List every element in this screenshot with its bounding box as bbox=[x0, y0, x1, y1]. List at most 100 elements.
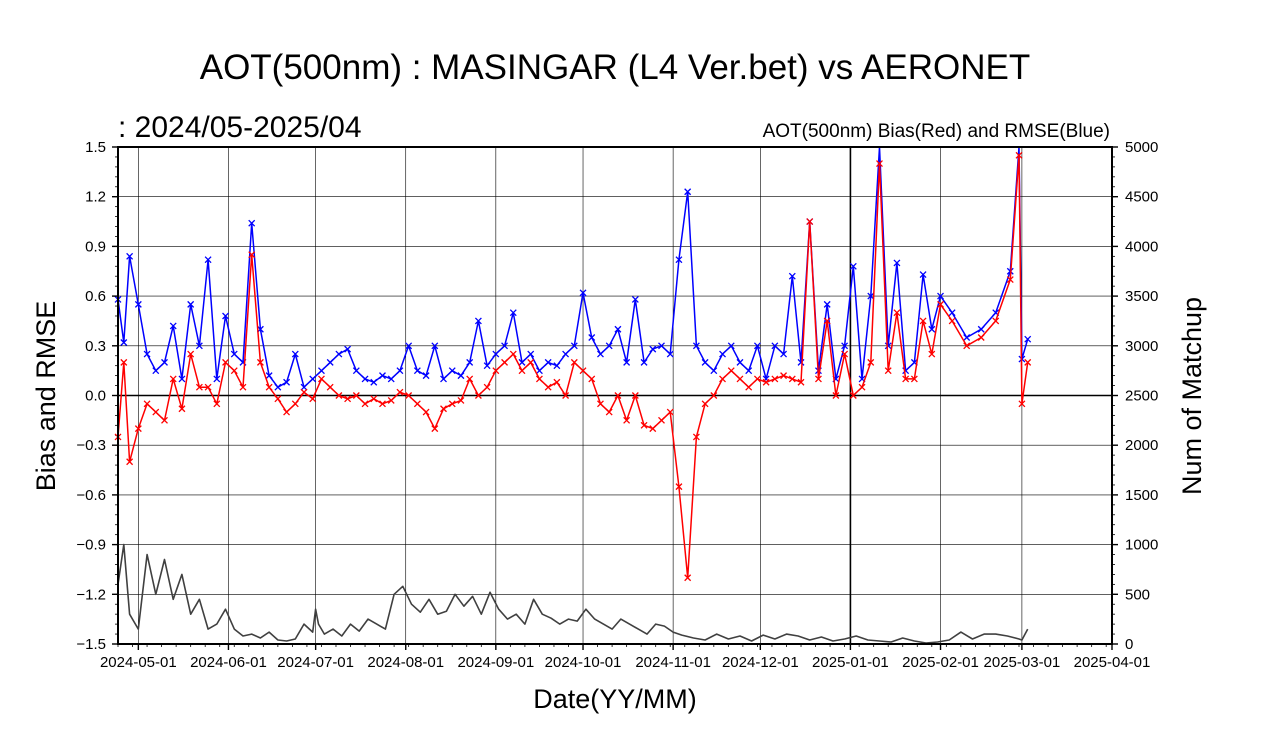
rmse-point bbox=[614, 325, 622, 333]
rmse-point bbox=[710, 367, 718, 375]
bias-point bbox=[483, 383, 491, 391]
bias-point bbox=[806, 218, 814, 226]
bias-point bbox=[762, 378, 770, 386]
rmse-point bbox=[675, 256, 683, 264]
rmse-point bbox=[187, 300, 195, 308]
rmse-point bbox=[126, 252, 134, 260]
bias-point bbox=[352, 392, 360, 399]
rmse-point bbox=[948, 309, 956, 317]
bias-point bbox=[544, 383, 552, 391]
rmse-point bbox=[780, 350, 788, 358]
rmse-point bbox=[605, 342, 613, 350]
rmse-point bbox=[649, 345, 657, 353]
bias-point bbox=[143, 400, 151, 408]
rmse-point bbox=[937, 292, 944, 300]
rmse-point bbox=[928, 325, 936, 333]
y2-tick-label: 5000 bbox=[1125, 139, 1158, 156]
bias-point bbox=[753, 375, 761, 383]
bias-point bbox=[1018, 400, 1026, 408]
bias-point bbox=[579, 367, 587, 375]
x-tick-label: 2024-09-01 bbox=[457, 654, 534, 671]
bias-point bbox=[780, 372, 788, 380]
y-tick-label: 0.9 bbox=[85, 238, 106, 255]
bias-point bbox=[265, 383, 273, 391]
bias-line bbox=[117, 154, 1029, 579]
rmse-point bbox=[161, 358, 168, 366]
y-tick-label: −1.2 bbox=[76, 586, 106, 603]
y2-tick-label: 500 bbox=[1125, 586, 1150, 603]
x-tick-label: 2024-05-01 bbox=[100, 654, 177, 671]
rmse-point bbox=[291, 350, 299, 358]
bias-point bbox=[675, 483, 683, 491]
y-axis-label: Bias and RMSE bbox=[31, 301, 61, 492]
y2-tick-label: 4500 bbox=[1125, 189, 1158, 206]
rmse-point bbox=[588, 334, 596, 341]
rmse-point bbox=[570, 342, 578, 350]
rmse-point bbox=[169, 322, 177, 330]
bias-point bbox=[858, 383, 866, 391]
rmse-point bbox=[666, 350, 674, 358]
rmse-point bbox=[692, 342, 700, 350]
bias-point bbox=[902, 375, 910, 383]
rmse-point bbox=[204, 256, 212, 264]
bias-point bbox=[187, 350, 195, 358]
rmse-point bbox=[553, 362, 561, 370]
bias-point bbox=[152, 408, 160, 416]
bias-point bbox=[814, 375, 822, 383]
bias-point bbox=[832, 392, 840, 399]
rmse-point bbox=[405, 342, 413, 350]
rmse-point bbox=[483, 362, 491, 370]
rmse-point bbox=[527, 350, 535, 358]
rmse-point bbox=[422, 372, 430, 380]
bias-point bbox=[248, 251, 256, 259]
bias-point bbox=[126, 458, 134, 466]
bias-point bbox=[213, 400, 221, 408]
x-tick-label: 2025-01-01 bbox=[812, 654, 889, 671]
rmse-point bbox=[684, 188, 692, 196]
bias-point bbox=[283, 408, 291, 416]
bias-point bbox=[535, 375, 543, 383]
x-tick-label: 2025-02-01 bbox=[902, 654, 979, 671]
bias-point bbox=[841, 350, 849, 358]
bias-point bbox=[977, 334, 985, 341]
bias-point bbox=[230, 367, 238, 375]
rmse-point bbox=[977, 325, 985, 333]
y-tick-label: 1.5 bbox=[85, 139, 106, 156]
y-axis-ticks: 1.5 1.2 0.9 0.6 0.3 0.0 −0.3 −0.6 −0.9 −1.2 −1.5 bbox=[76, 139, 118, 653]
rmse-point bbox=[736, 358, 744, 366]
bias-series bbox=[114, 151, 1032, 582]
bias-point bbox=[431, 425, 439, 433]
bias-point bbox=[448, 400, 456, 408]
rmse-point bbox=[370, 378, 378, 386]
bias-point bbox=[876, 160, 883, 168]
bias-point bbox=[588, 375, 596, 383]
rmse-point bbox=[344, 345, 352, 353]
rmse-point bbox=[387, 375, 395, 383]
bias-point bbox=[161, 416, 168, 424]
y2-tick-label: 3500 bbox=[1125, 288, 1158, 305]
rmse-point bbox=[841, 342, 849, 350]
bias-point bbox=[692, 433, 700, 441]
bias-point bbox=[701, 400, 709, 408]
y-tick-label: −1.5 bbox=[76, 636, 106, 653]
rmse-point bbox=[867, 292, 875, 300]
bias-point bbox=[492, 367, 500, 375]
bias-point bbox=[928, 350, 936, 358]
bias-point bbox=[884, 367, 892, 375]
rmse-point bbox=[317, 367, 325, 375]
rmse-point bbox=[623, 358, 631, 366]
bias-point bbox=[527, 358, 535, 366]
y2-axis-label: Num of Matchup bbox=[1177, 297, 1207, 495]
bias-point bbox=[509, 350, 517, 358]
chart-title: AOT(500nm) : MASINGAR (L4 Ver.bet) vs AE… bbox=[200, 48, 1031, 87]
y2-tick-label: 3000 bbox=[1125, 338, 1158, 355]
matchup-series bbox=[117, 543, 1029, 644]
bias-point bbox=[466, 375, 474, 383]
x-tick-label: 2024-12-01 bbox=[722, 654, 799, 671]
right-series-label: AOT(500nm) Bias(Red) and RMSE(Blue) bbox=[763, 121, 1110, 142]
bias-point bbox=[440, 405, 447, 413]
rmse-point bbox=[884, 342, 892, 350]
bias-point bbox=[405, 392, 413, 399]
rmse-point bbox=[597, 350, 604, 358]
